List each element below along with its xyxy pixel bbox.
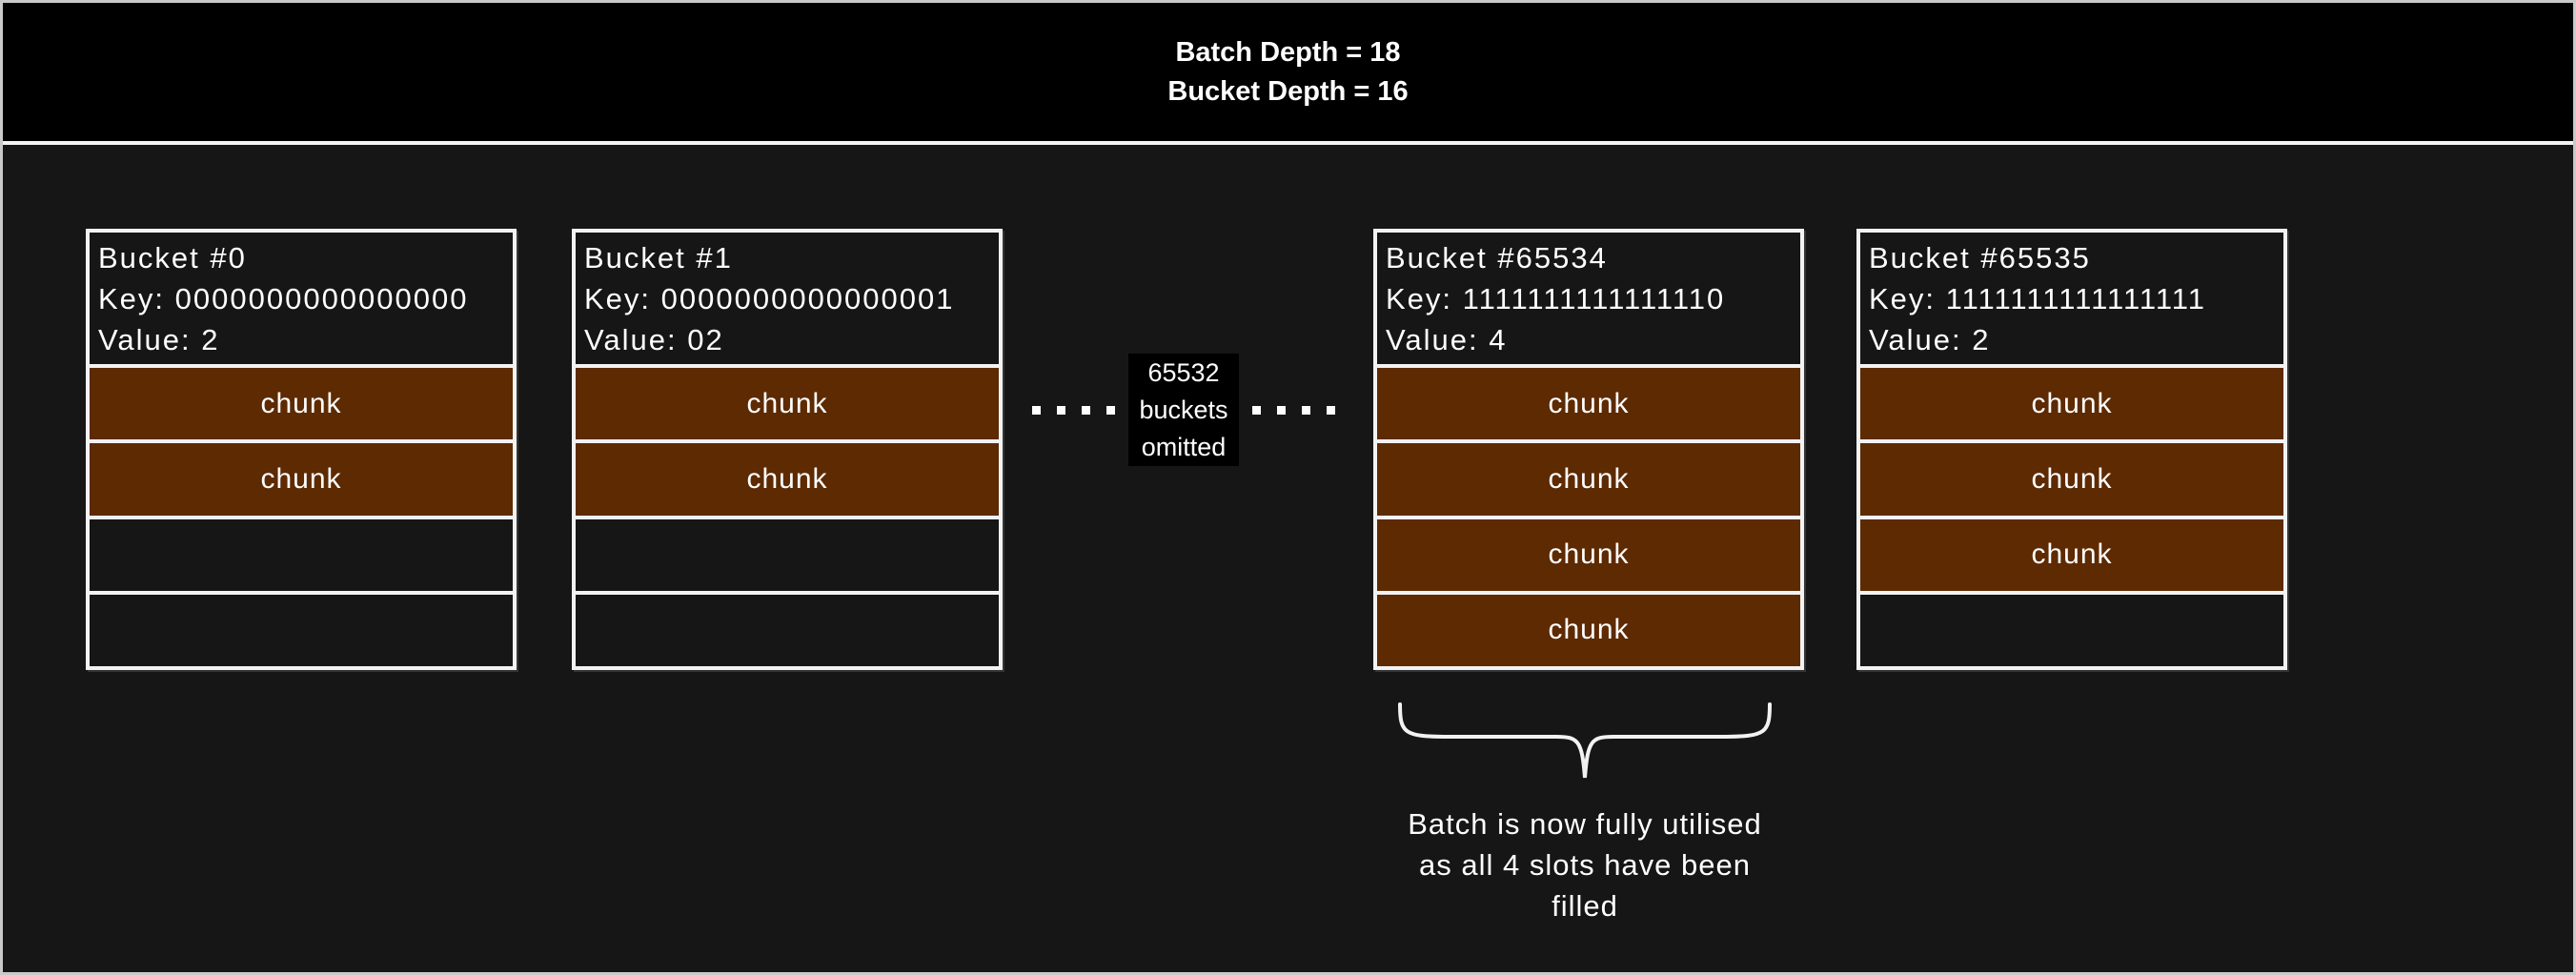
- bucket-65534: Bucket #65534 Key: 1111111111111110 Valu…: [1373, 229, 1804, 670]
- bucket-title: Bucket #0: [98, 241, 247, 274]
- bucket-65534-slot-0: chunk: [1375, 366, 1802, 442]
- bucket-65534-slot-1: chunk: [1375, 441, 1802, 518]
- dot-icon: [1302, 405, 1310, 415]
- ellipsis-dots-right: [1252, 405, 1335, 415]
- bucket-key: Key: 0000000000000000: [98, 282, 469, 315]
- ellipsis-dots-left: [1032, 405, 1115, 415]
- bucket-1-slot-2: [574, 517, 1001, 593]
- omitted-buckets-label: 65532 buckets omitted: [1128, 354, 1239, 466]
- title-banner: Batch Depth = 18 Bucket Depth = 16: [3, 3, 2573, 145]
- bucket-65534-slot-2: chunk: [1375, 517, 1802, 593]
- bucket-title: Bucket #65535: [1869, 241, 2091, 274]
- dot-icon: [1032, 405, 1041, 415]
- omitted-word-buckets: buckets: [1139, 395, 1228, 424]
- bucket-65534-slot-3: chunk: [1375, 592, 1802, 668]
- bucket-key: Key: 0000000000000001: [584, 282, 955, 315]
- bucket-1-slot-1: chunk: [574, 441, 1001, 518]
- bucket-value: Value: 2: [1869, 323, 1991, 356]
- bucket-value: Value: 02: [584, 323, 724, 356]
- bucket-65535-header: Bucket #65535 Key: 1111111111111111 Valu…: [1858, 231, 2285, 366]
- diagram-canvas: Bucket #0 Key: 0000000000000000 Value: 2…: [3, 145, 2573, 972]
- bucket-0-slot-3: [88, 592, 515, 668]
- bucket-0: Bucket #0 Key: 0000000000000000 Value: 2…: [86, 229, 517, 670]
- bucket-title: Bucket #1: [584, 241, 733, 274]
- bucket-value: Value: 2: [98, 323, 220, 356]
- bucket-0-slot-1: chunk: [88, 441, 515, 518]
- bucket-0-header: Bucket #0 Key: 0000000000000000 Value: 2: [88, 231, 515, 366]
- omitted-count: 65532: [1147, 357, 1220, 387]
- batch-depth-title: Batch Depth = 18: [1175, 36, 1401, 68]
- dot-icon: [1082, 405, 1090, 415]
- dot-icon: [1327, 405, 1335, 415]
- annotation-line-2: as all 4 slots have been: [1419, 848, 1751, 882]
- batch-utilised-annotation: Batch is now fully utilised as all 4 slo…: [1361, 803, 1809, 926]
- bucket-65535-slot-1: chunk: [1858, 441, 2285, 518]
- bucket-key: Key: 1111111111111110: [1386, 282, 1726, 315]
- dot-icon: [1252, 405, 1261, 415]
- bucket-65535: Bucket #65535 Key: 1111111111111111 Valu…: [1856, 229, 2287, 670]
- bucket-0-slot-0: chunk: [88, 366, 515, 442]
- bucket-value: Value: 4: [1386, 323, 1508, 356]
- dot-icon: [1057, 405, 1065, 415]
- annotation-line-3: filled: [1552, 889, 1618, 923]
- bucket-1: Bucket #1 Key: 0000000000000001 Value: 0…: [572, 229, 1003, 670]
- bucket-65535-slot-3: [1858, 592, 2285, 668]
- omitted-word-omitted: omitted: [1141, 432, 1227, 461]
- bucket-65534-header: Bucket #65534 Key: 1111111111111110 Valu…: [1375, 231, 1802, 366]
- bucket-65535-slot-0: chunk: [1858, 366, 2285, 442]
- bucket-title: Bucket #65534: [1386, 241, 1608, 274]
- bucket-key: Key: 1111111111111111: [1869, 282, 2206, 315]
- bucket-1-slot-0: chunk: [574, 366, 1001, 442]
- bucket-0-slot-2: [88, 517, 515, 593]
- dot-icon: [1106, 405, 1115, 415]
- bucket-depth-title: Bucket Depth = 16: [1167, 75, 1409, 107]
- dot-icon: [1277, 405, 1286, 415]
- omitted-buckets-indicator: 65532 buckets omitted: [1032, 354, 1335, 466]
- bucket-1-header: Bucket #1 Key: 0000000000000001 Value: 0…: [574, 231, 1001, 366]
- annotation-line-1: Batch is now fully utilised: [1408, 807, 1762, 841]
- bucket-65535-slot-2: chunk: [1858, 517, 2285, 593]
- bucket-1-slot-3: [574, 592, 1001, 668]
- curly-brace-icon: [1398, 702, 1772, 779]
